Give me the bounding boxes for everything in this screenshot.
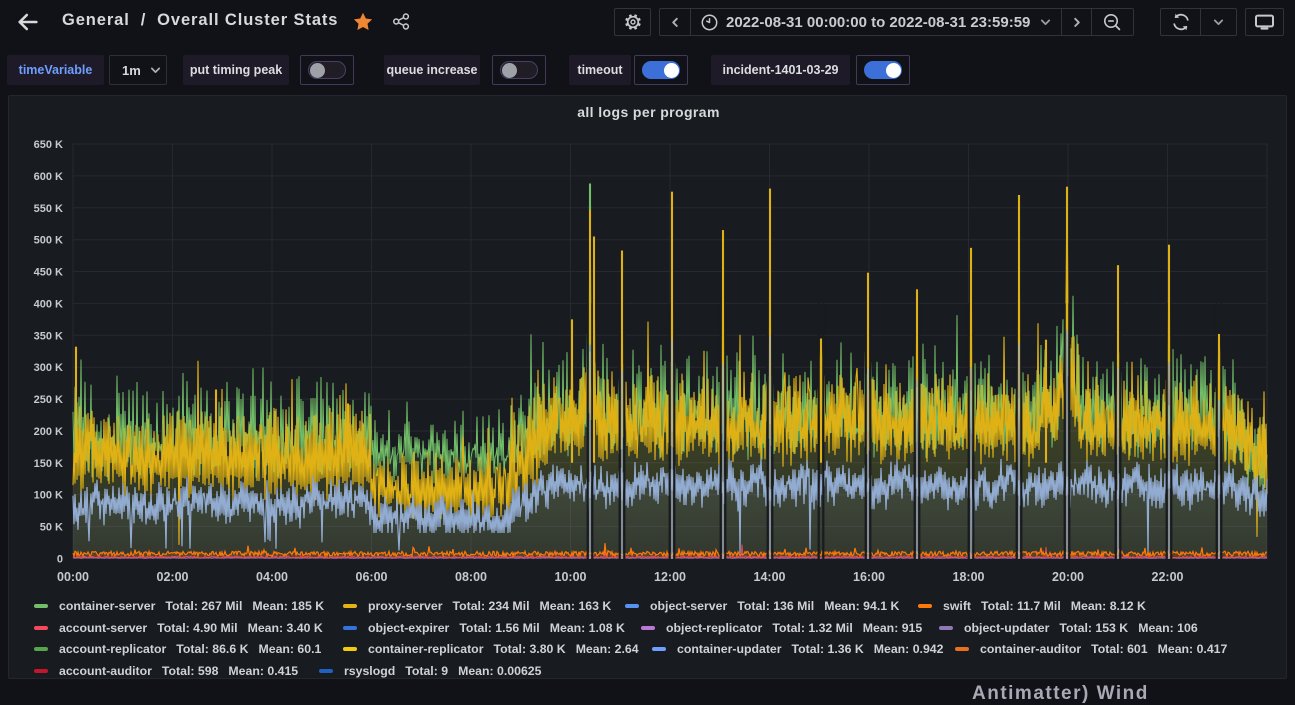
svg-text:250 K: 250 K (34, 394, 63, 406)
svg-text:06:00: 06:00 (356, 570, 388, 584)
svg-text:22:00: 22:00 (1152, 570, 1184, 584)
svg-text:550 K: 550 K (34, 203, 63, 215)
svg-text:04:00: 04:00 (256, 570, 288, 584)
svg-text:300 K: 300 K (34, 362, 63, 374)
svg-text:400 K: 400 K (34, 298, 63, 310)
svg-text:14:00: 14:00 (754, 570, 786, 584)
svg-text:450 K: 450 K (34, 267, 63, 279)
svg-text:0: 0 (57, 554, 63, 566)
svg-text:18:00: 18:00 (953, 570, 985, 584)
svg-text:150 K: 150 K (34, 458, 63, 470)
svg-text:650 K: 650 K (34, 139, 63, 151)
svg-text:16:00: 16:00 (853, 570, 885, 584)
svg-text:350 K: 350 K (34, 330, 63, 342)
svg-text:50 K: 50 K (40, 522, 63, 534)
svg-text:20:00: 20:00 (1052, 570, 1084, 584)
svg-text:08:00: 08:00 (455, 570, 487, 584)
svg-text:12:00: 12:00 (654, 570, 686, 584)
svg-text:10:00: 10:00 (555, 570, 587, 584)
svg-text:200 K: 200 K (34, 426, 63, 438)
svg-text:500 K: 500 K (34, 235, 63, 247)
svg-text:600 K: 600 K (34, 171, 63, 183)
svg-text:00:00: 00:00 (57, 570, 89, 584)
svg-text:100 K: 100 K (34, 490, 63, 502)
svg-text:02:00: 02:00 (157, 570, 189, 584)
